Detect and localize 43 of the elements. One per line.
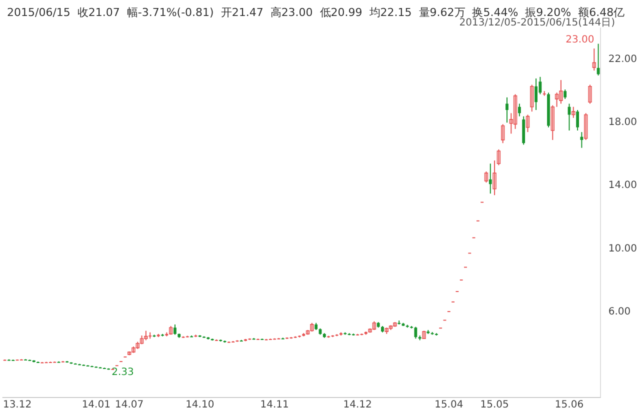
candlestick (572, 106, 576, 118)
candlestick (534, 78, 538, 110)
candlestick (506, 96, 508, 124)
candlestick (564, 89, 567, 100)
y-tick-label: 10.00 (608, 243, 638, 254)
candlestick (144, 330, 148, 341)
x-tick-label: 14.10 (186, 400, 214, 410)
x-tick-label: 14.01 (82, 400, 110, 410)
candlestick (174, 324, 176, 336)
annotation: 23.00 (566, 34, 594, 46)
candlestick (513, 94, 518, 130)
candlestick (588, 84, 592, 104)
candlestick (488, 163, 492, 194)
x-tick-label: 14.11 (260, 400, 289, 410)
x-tick-label: 14.07 (115, 400, 144, 410)
x-tick-label: 14.12 (343, 400, 372, 410)
candlestick (554, 92, 559, 108)
candlestick (530, 84, 534, 112)
candlestick (496, 148, 501, 166)
candlestick (526, 114, 530, 133)
candlestick (484, 171, 488, 184)
y-tick-label: 18.00 (608, 117, 638, 128)
candlestick (500, 124, 505, 144)
chart-subtitle: 2013/12/05-2015/06/15(144日) (459, 18, 616, 28)
candlestick (550, 104, 554, 140)
candlestick (580, 132, 584, 148)
x-tick-label: 13.12 (2, 400, 32, 410)
candlestick (576, 110, 579, 131)
candlestick (414, 326, 418, 340)
y-tick-label: 14.00 (608, 180, 638, 192)
x-tick-label: 15.04 (434, 400, 464, 410)
chart-title: 2015/06/15 收21.07 幅-3.71%(-0.81) 开21.47 高23.00 低20.99 均22.15 量9.62万 换5.44% 振9.20% 额6.48亿 (7, 6, 625, 19)
candlestick (518, 103, 521, 117)
y-tick-label: 6.00 (608, 306, 631, 318)
y-tick-label: 22.00 (608, 54, 638, 66)
candlestick (559, 80, 563, 104)
annotation: 2.33 (112, 367, 134, 378)
candlestick (592, 48, 596, 72)
x-tick-label: 15.05 (480, 400, 509, 410)
x-tick-label: 15.06 (554, 400, 584, 410)
candlestick (492, 160, 496, 196)
candlestick (584, 112, 588, 140)
candlestick (522, 116, 526, 146)
